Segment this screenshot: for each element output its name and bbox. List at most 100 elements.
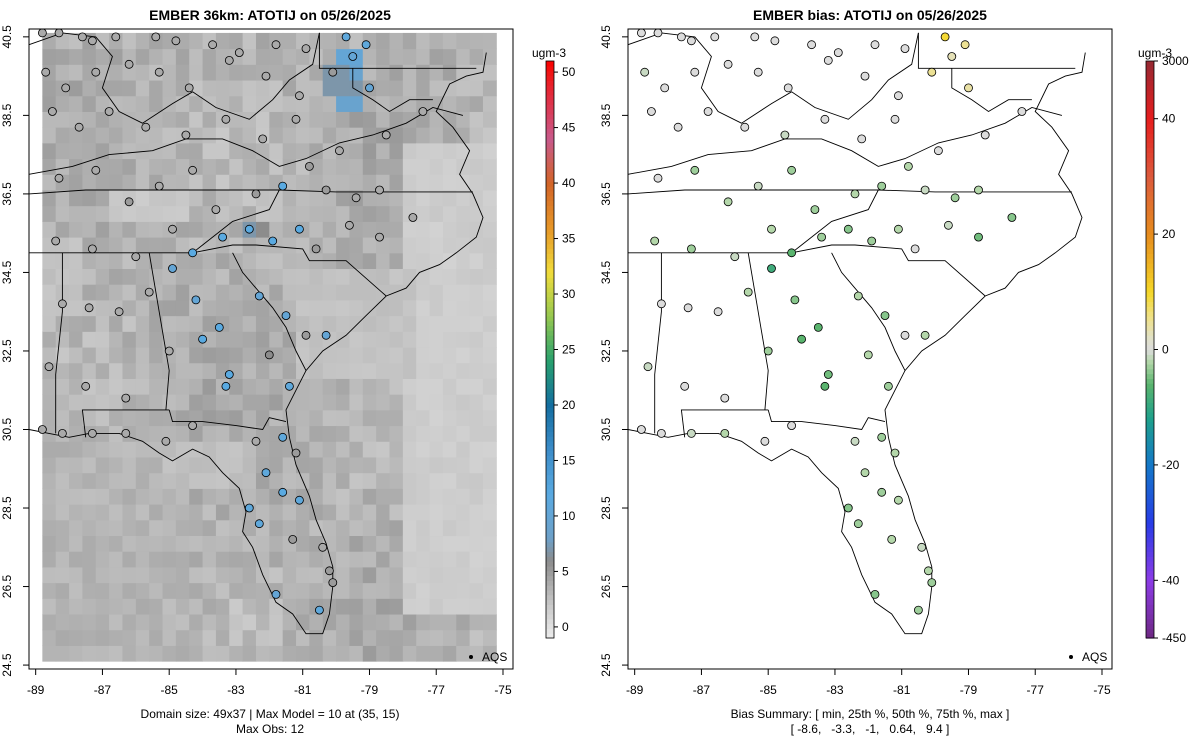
model-grid-cell: [42, 504, 57, 521]
boundary-line: [627, 32, 919, 124]
model-grid-cell: [122, 315, 137, 332]
right-footer-line-1: Bias Summary: [ min, 25th %, 50th %, 75t…: [731, 707, 1010, 721]
right-colorbar-swatch: [1146, 133, 1154, 139]
model-grid-cell: [402, 80, 417, 97]
model-grid-cell: [336, 535, 350, 552]
x-tick-label: -75: [494, 683, 512, 697]
station-point: [224, 56, 234, 65]
model-grid-cell: [202, 95, 217, 112]
model-grid-cell: [442, 174, 457, 191]
model-grid-cell: [469, 252, 484, 270]
station-point: [131, 252, 141, 262]
model-grid-cell: [269, 315, 284, 332]
left-colorbar-tick-label: 10: [562, 509, 576, 523]
right-colorbar-swatch: [1146, 416, 1154, 423]
left-colorbar-swatch: [546, 248, 554, 254]
model-grid-cell: [416, 362, 431, 379]
right-colorbar-swatch: [1146, 315, 1154, 322]
model-grid-cell: [282, 189, 297, 207]
station-point: [780, 130, 790, 140]
left-colorbar-tick-label: 50: [562, 65, 576, 79]
model-grid-cell: [162, 48, 177, 65]
model-grid-cell: [322, 456, 337, 474]
station-point: [211, 205, 221, 215]
model-grid-cell: [202, 64, 217, 81]
model-grid-cell: [322, 362, 337, 379]
model-grid-cell: [349, 488, 364, 505]
model-grid-cell: [55, 441, 70, 458]
model-grid-cell: [282, 252, 297, 270]
model-grid-cell: [482, 488, 497, 505]
model-grid-cell: [389, 504, 404, 521]
model-grid-cell: [296, 315, 310, 332]
right-colorbar-swatch: [1146, 171, 1154, 177]
model-grid-cell: [469, 441, 484, 458]
left-colorbar-swatch: [546, 157, 554, 163]
model-grid-cell: [175, 315, 190, 332]
model-grid-cell: [296, 205, 310, 222]
model-grid-cell: [69, 629, 83, 646]
model-grid-cell: [82, 48, 97, 65]
right-colorbar-swatch: [1146, 128, 1154, 134]
model-grid-cell: [402, 237, 417, 254]
model-grid-cell: [109, 472, 123, 489]
model-grid-cell: [242, 268, 257, 285]
model-grid-cell: [309, 174, 324, 191]
model-grid-cell: [336, 127, 350, 144]
right-colorbar-swatch: [1146, 613, 1154, 620]
right-colorbar-swatch: [1146, 234, 1154, 240]
model-grid-cell: [135, 48, 150, 65]
station-point: [114, 307, 124, 317]
model-grid-cell: [69, 441, 83, 458]
model-grid-cell: [336, 645, 350, 662]
model-grid-cell: [135, 64, 150, 81]
station-point: [191, 295, 201, 305]
station-point: [281, 311, 291, 321]
left-colorbar-swatch: [546, 166, 554, 173]
model-grid-cell: [309, 425, 324, 442]
right-colorbar-swatch: [1146, 311, 1154, 317]
model-grid-cell: [429, 142, 444, 160]
model-grid-cell: [135, 174, 150, 191]
station-point: [904, 161, 913, 171]
station-point: [867, 236, 877, 246]
left-colorbar-swatch: [546, 378, 554, 384]
right-colorbar-swatch: [1146, 512, 1154, 519]
model-grid-cell: [202, 127, 217, 144]
model-grid-cell: [469, 158, 484, 175]
model-grid-cell: [229, 252, 244, 270]
boundary-line: [627, 189, 1072, 195]
model-grid-cell: [82, 127, 97, 144]
model-grid-cell: [429, 268, 444, 285]
right-colorbar-swatch: [1146, 195, 1154, 202]
station-point: [288, 535, 298, 544]
station-point: [853, 291, 863, 301]
model-grid-cell: [189, 504, 204, 521]
model-grid-cell: [296, 535, 310, 552]
model-grid-cell: [109, 394, 123, 411]
model-grid-cell: [376, 394, 390, 411]
model-grid-cell: [336, 409, 350, 427]
station-point: [924, 566, 933, 576]
model-grid-cell: [122, 111, 137, 128]
station-point: [348, 52, 358, 61]
model-grid-cell: [95, 645, 110, 662]
model-grid-cell: [336, 189, 350, 207]
right-colorbar-swatch: [1146, 387, 1154, 394]
model-grid-cell: [69, 347, 83, 364]
model-grid-cell: [389, 441, 404, 458]
model-grid-cell: [389, 48, 404, 65]
model-grid-cell: [255, 347, 270, 364]
model-grid-cell: [242, 127, 257, 144]
station-point: [927, 578, 937, 587]
model-grid-cell: [215, 582, 230, 599]
station-point: [88, 428, 97, 438]
boundary-line: [627, 52, 1086, 635]
station-point: [710, 32, 720, 42]
right-colorbar-swatch: [1146, 320, 1154, 327]
model-grid-cell: [296, 645, 310, 662]
model-grid-cell: [269, 331, 284, 348]
right-colorbar-swatch: [1146, 210, 1154, 216]
model-grid-cell: [135, 80, 150, 97]
model-grid-cell: [95, 409, 110, 427]
